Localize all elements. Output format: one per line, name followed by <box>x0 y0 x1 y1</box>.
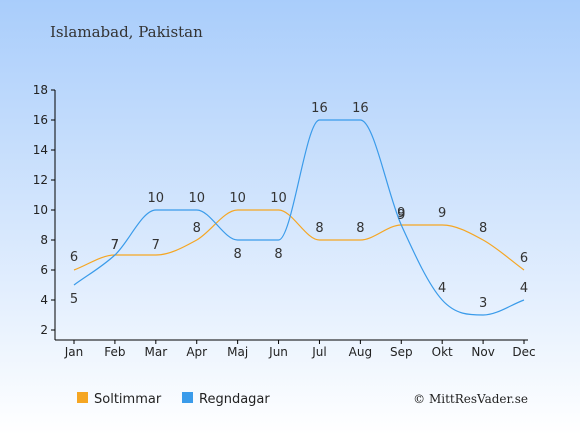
y-tick-label: 4 <box>40 293 48 307</box>
x-tick-label: Okt <box>432 345 453 359</box>
y-tick-label: 16 <box>33 113 48 127</box>
data-label-regndagar: 8 <box>233 247 241 262</box>
data-label-soltimmar: 9 <box>397 206 405 221</box>
x-tick-label: Sep <box>390 345 413 359</box>
legend-label-soltimmar: Soltimmar <box>94 392 162 407</box>
axes: 2 4 6 8 10 12 14 16 18 Jan Feb Mar Apr Maj Jun Jul Aug Se… <box>33 83 536 359</box>
legend-swatch-soltimmar <box>77 392 88 403</box>
data-label-soltimmar: 7 <box>111 238 119 253</box>
x-tick-label: Aug <box>349 345 372 359</box>
x-tick-label: Apr <box>186 345 207 359</box>
x-tick-label: Nov <box>471 345 494 359</box>
x-tick-label: Jun <box>268 345 288 359</box>
x-tick-label: Dec <box>512 345 535 359</box>
legend-swatch-regndagar <box>182 392 193 403</box>
x-tick-label: Feb <box>104 345 125 359</box>
data-label-regndagar: 4 <box>520 281 528 296</box>
x-tick-label: Jan <box>64 345 84 359</box>
credit-text: © MittResVader.se <box>413 392 528 406</box>
y-tick-label: 6 <box>40 263 48 277</box>
series-layer <box>73 119 525 316</box>
y-tick-label: 14 <box>33 143 48 157</box>
data-label-regndagar: 9 <box>397 208 405 223</box>
data-label-regndagar: 4 <box>438 281 446 296</box>
data-label-soltimmar: 8 <box>193 221 201 236</box>
legend-label-regndagar: Regndagar <box>199 392 270 407</box>
series-line-soltimmar <box>73 209 525 271</box>
data-label-regndagar: 7 <box>111 238 119 253</box>
data-label-regndagar: 16 <box>352 101 369 116</box>
data-label-regndagar: 10 <box>148 191 165 206</box>
data-label-soltimmar: 6 <box>70 250 78 265</box>
x-tick-label: Maj <box>227 345 248 359</box>
y-tick-label: 12 <box>33 173 48 187</box>
data-label-regndagar: 16 <box>311 101 328 116</box>
y-tick-label: 8 <box>40 233 48 247</box>
data-label-regndagar: 3 <box>479 296 487 311</box>
series-line-regndagar <box>73 119 525 316</box>
data-label-regndagar: 8 <box>274 247 282 262</box>
data-label-soltimmar: 9 <box>438 206 446 221</box>
data-label-soltimmar: 7 <box>152 238 160 253</box>
legend: Soltimmar Regndagar <box>77 392 270 407</box>
data-label-soltimmar: 6 <box>520 251 528 266</box>
y-tick-label: 18 <box>33 83 48 97</box>
x-tick-label: Jul <box>311 345 326 359</box>
data-label-soltimmar: 10 <box>229 191 246 206</box>
data-label-soltimmar: 8 <box>315 221 323 236</box>
data-label-soltimmar: 10 <box>270 191 287 206</box>
data-label-regndagar: 10 <box>188 191 205 206</box>
data-label-regndagar: 5 <box>70 292 78 307</box>
y-tick-label: 10 <box>33 203 48 217</box>
chart-title: Islamabad, Pakistan <box>50 23 203 41</box>
x-tick-label: Mar <box>144 345 167 359</box>
y-tick-label: 2 <box>40 323 48 337</box>
data-label-soltimmar: 8 <box>479 221 487 236</box>
data-label-soltimmar: 8 <box>356 221 364 236</box>
